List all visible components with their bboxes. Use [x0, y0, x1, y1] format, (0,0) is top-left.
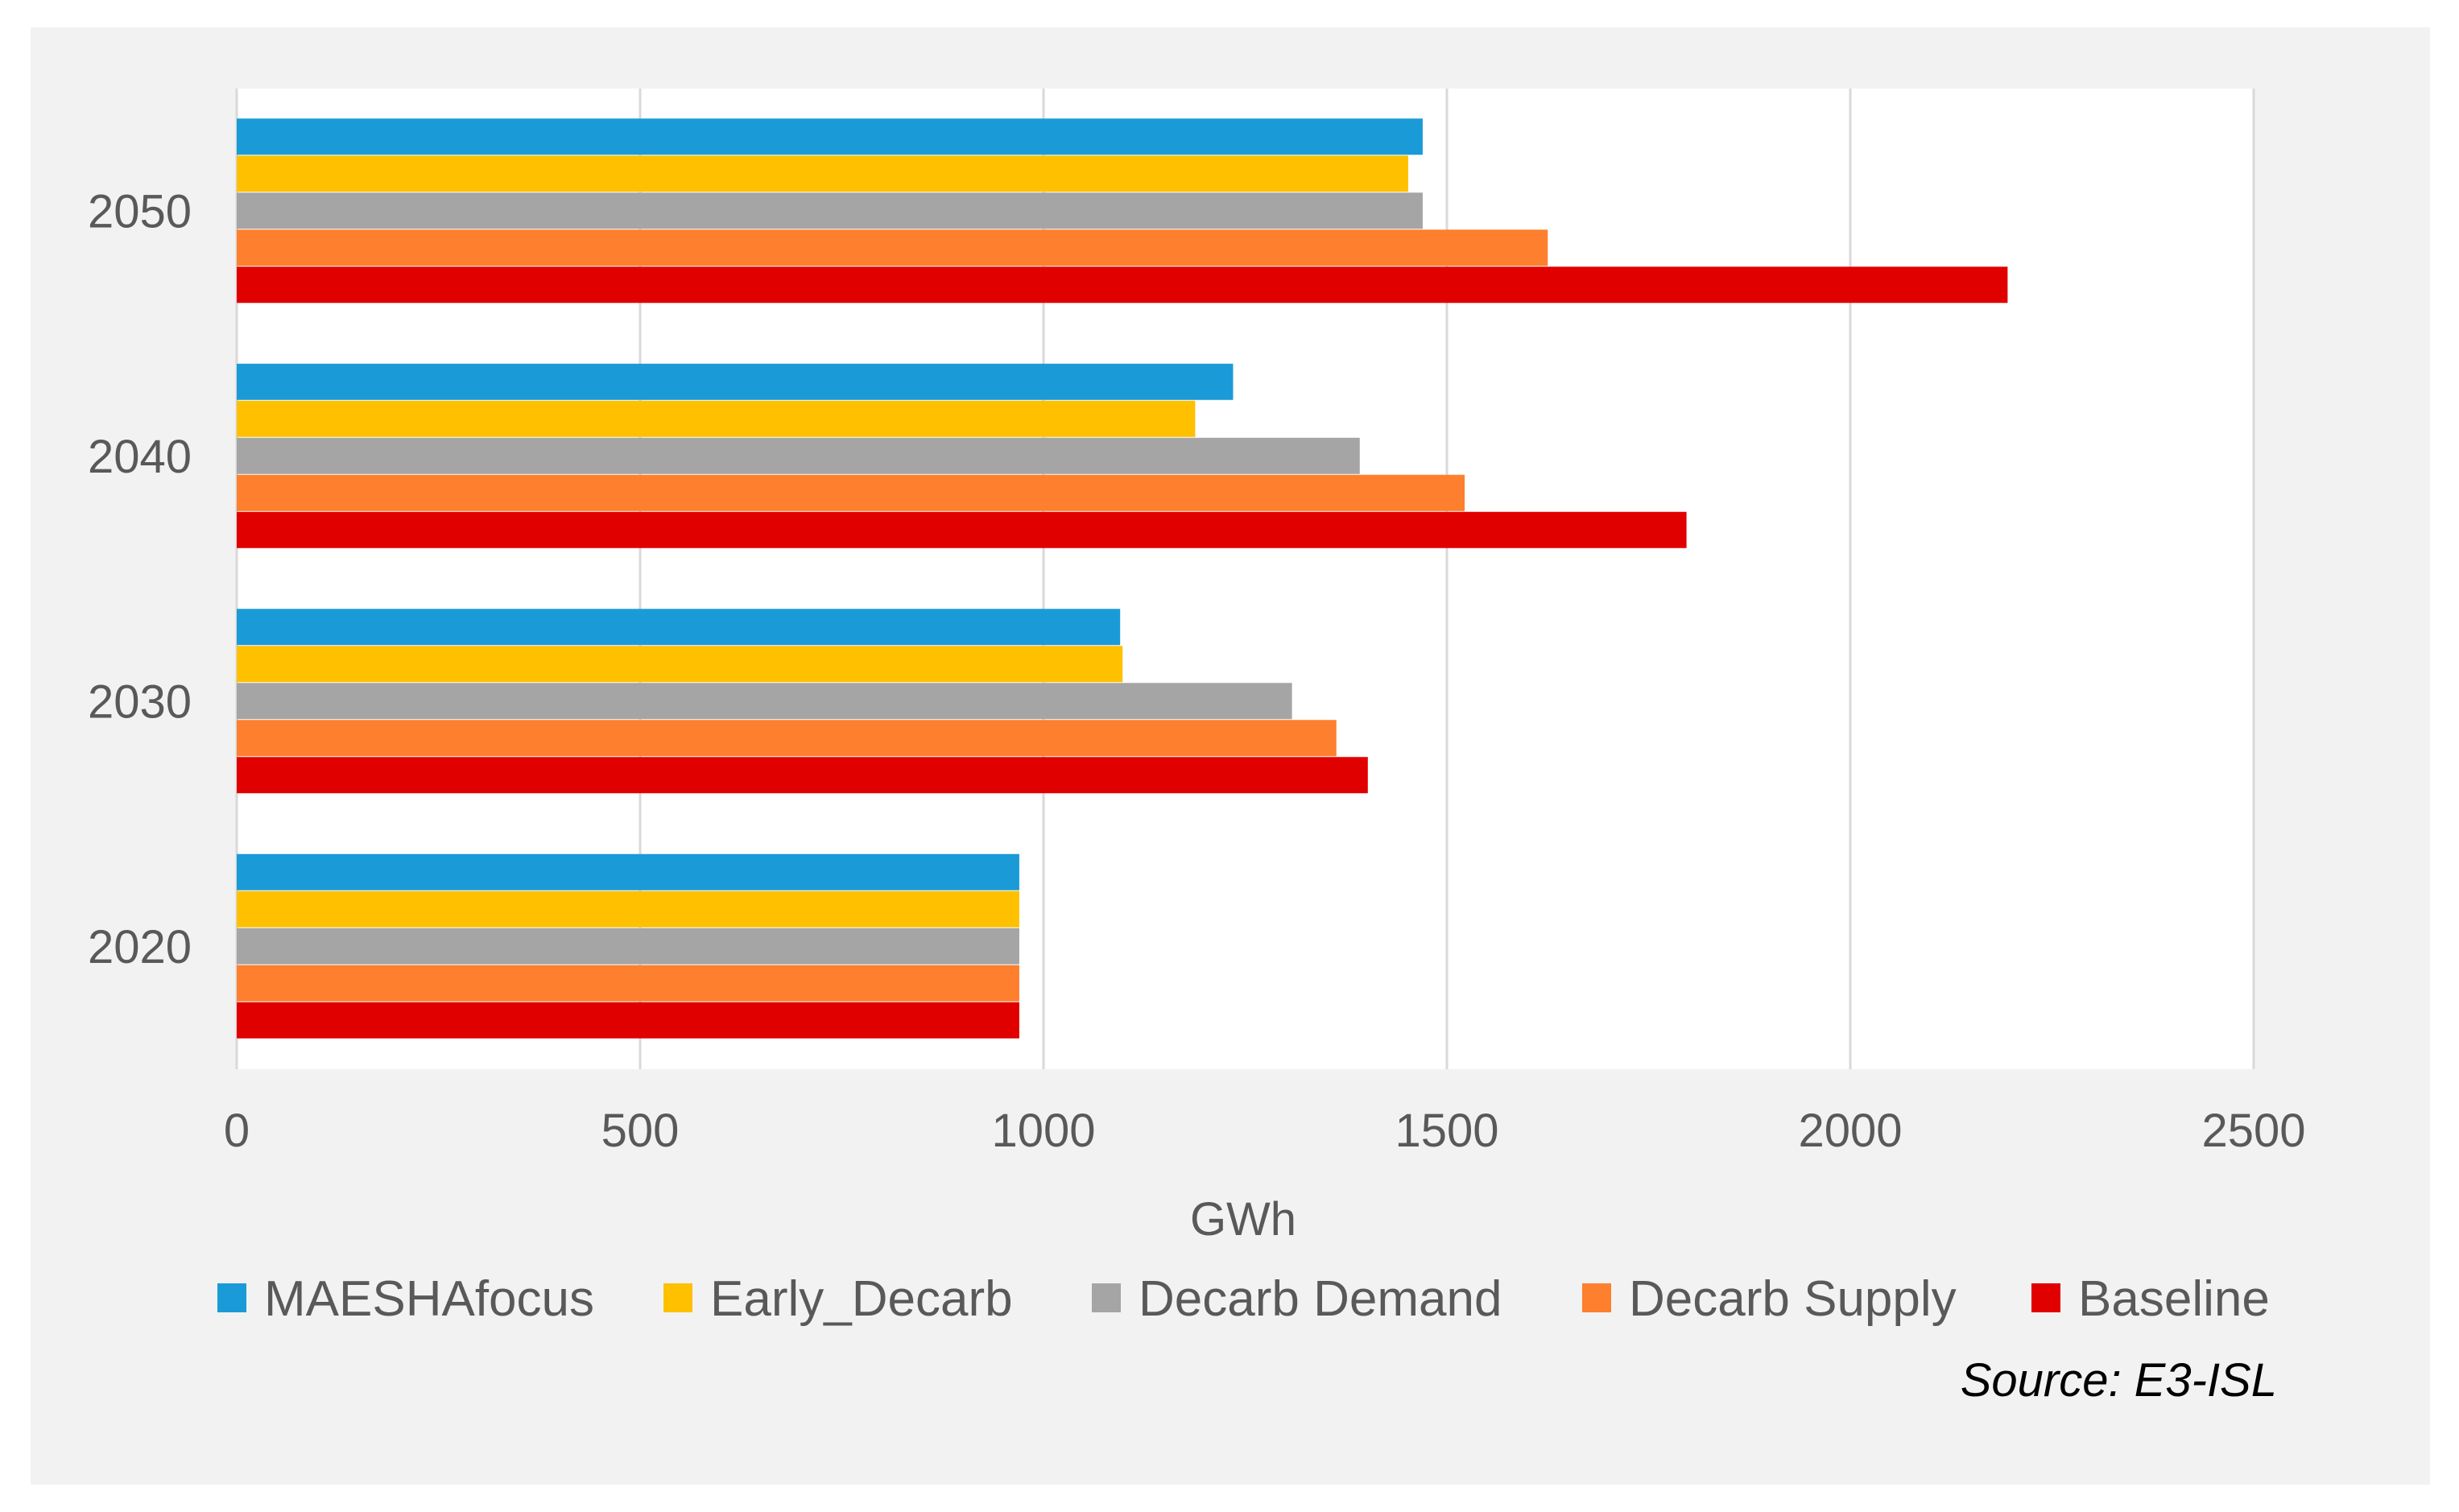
- bar: [237, 965, 1019, 1002]
- bar: [237, 266, 2008, 304]
- bar: [237, 229, 1548, 266]
- bar: [237, 683, 1292, 720]
- x-tick-labels: 0 500 1000 1500 2000 2500: [224, 1105, 2306, 1157]
- x-tick-label: 500: [601, 1105, 680, 1157]
- y-tick-label: 2050: [88, 185, 192, 238]
- x-tick-label: 1500: [1395, 1105, 1498, 1157]
- y-tick-label: 2040: [88, 431, 192, 483]
- bar: [237, 853, 1019, 890]
- source-label: Source: E3-ISL: [1961, 1354, 2277, 1407]
- bar: [237, 646, 1123, 683]
- x-tick-label: 1000: [991, 1105, 1095, 1157]
- bar: [237, 1002, 1019, 1039]
- bar: [237, 927, 1019, 965]
- bar: [237, 890, 1019, 927]
- chart-frame: 0 500 1000 1500 2000 2500 2020 2030 2040 2050 GW…: [31, 27, 2430, 1485]
- x-tick-label: 2500: [2201, 1105, 2305, 1157]
- legend: MAESHAfocus Early_Decarb Decarb Demand Deca…: [217, 1271, 2270, 1327]
- legend-swatch: [217, 1283, 246, 1312]
- bar: [237, 511, 1687, 548]
- legend-swatch: [2031, 1283, 2060, 1312]
- legend-label: Baseline: [2078, 1271, 2270, 1327]
- bar: [237, 118, 1423, 155]
- legend-swatch: [1582, 1283, 1611, 1312]
- bar: [237, 609, 1121, 646]
- y-tick-label: 2020: [88, 921, 192, 973]
- x-tick-label: 0: [224, 1105, 250, 1157]
- legend-label: Decarb Demand: [1139, 1271, 1502, 1327]
- bar: [237, 400, 1196, 437]
- bars: [237, 118, 2008, 1039]
- y-tick-labels: 2020 2030 2040 2050: [88, 185, 192, 973]
- bar: [237, 720, 1337, 757]
- legend-label: MAESHAfocus: [264, 1271, 594, 1327]
- bar: [237, 155, 1408, 192]
- legend-swatch: [1092, 1283, 1121, 1312]
- legend-label: Early_Decarb: [710, 1271, 1013, 1327]
- x-tick-label: 2000: [1798, 1105, 1902, 1157]
- x-axis-title: GWh: [1190, 1193, 1296, 1246]
- chart-svg: 0 500 1000 1500 2000 2500 2020 2030 2040 2050 GW…: [88, 89, 2306, 1407]
- bar: [237, 437, 1360, 474]
- bar: [237, 757, 1368, 794]
- bar: [237, 192, 1423, 229]
- y-tick-label: 2030: [88, 675, 192, 728]
- legend-swatch: [663, 1283, 692, 1312]
- legend-label: Decarb Supply: [1629, 1271, 1957, 1327]
- bar: [237, 474, 1465, 511]
- bar: [237, 363, 1234, 400]
